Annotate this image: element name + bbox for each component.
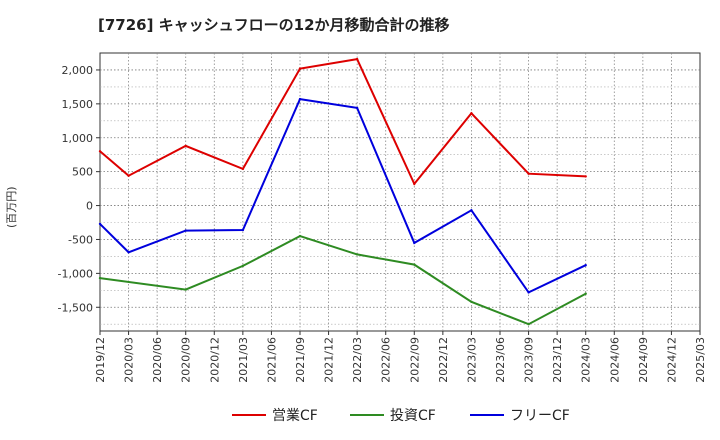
x-tick-label: 2021/06: [265, 337, 278, 383]
data-point: [527, 323, 530, 326]
series-line-営業CF: [99, 57, 586, 186]
data-point: [241, 264, 245, 268]
x-tick-label: 2021/12: [323, 337, 336, 383]
data-point: [298, 234, 302, 238]
x-tick-label: 2022/06: [380, 337, 393, 383]
x-tick-label: 2024/09: [637, 337, 650, 383]
data-point: [298, 67, 302, 70]
x-tick-label: 2023/03: [465, 337, 478, 383]
chart-title: [7726] キャッシュフローの12か月移動合計の推移: [98, 16, 450, 34]
data-point: [470, 300, 473, 303]
legend-label: 営業CF: [272, 408, 318, 424]
data-point: [98, 222, 102, 226]
data-point: [355, 253, 359, 256]
data-point: [184, 144, 187, 148]
data-point: [355, 106, 359, 110]
data-point: [98, 276, 102, 280]
data-point: [413, 241, 416, 245]
x-tick-label: 2022/12: [437, 337, 450, 383]
data-point: [584, 264, 587, 267]
data-point: [470, 112, 473, 115]
x-tick-label: 2020/12: [208, 337, 221, 383]
x-tick-label: 2025/03: [694, 337, 707, 383]
x-tick-label: 2024/03: [580, 337, 593, 383]
x-tick-label: 2021/03: [237, 337, 250, 383]
x-tick-label: 2021/09: [294, 337, 307, 383]
x-tick-label: 2023/09: [523, 337, 536, 383]
legend-label: 投資CF: [390, 408, 436, 424]
data-point: [241, 167, 245, 171]
data-point: [298, 97, 302, 101]
plot-area: [99, 52, 701, 332]
x-tick-label: 2023/12: [551, 337, 564, 383]
y-tick-label: -1,500: [58, 301, 93, 314]
x-tick-label: 2020/06: [151, 337, 164, 383]
y-tick-label: 0: [86, 200, 93, 213]
data-point: [527, 172, 530, 175]
x-tick-label: 2022/03: [351, 337, 364, 383]
data-point: [470, 209, 473, 212]
data-point: [527, 291, 530, 294]
y-tick-label: -500: [68, 233, 93, 246]
data-point: [98, 150, 102, 153]
data-point: [355, 57, 359, 61]
x-tick-label: 2020/03: [123, 337, 136, 383]
data-point: [241, 228, 245, 232]
x-tick-label: 2022/09: [408, 337, 421, 383]
y-tick-label: 500: [72, 166, 93, 179]
data-point: [584, 292, 587, 295]
x-tick-label: 2020/09: [180, 337, 193, 383]
data-point: [184, 229, 187, 232]
y-tick-label: 2,000: [62, 64, 94, 77]
data-point: [127, 251, 130, 254]
y-tick-label: 1,000: [62, 132, 94, 145]
x-tick-label: 2023/06: [494, 337, 507, 383]
y-tick-label: 1,500: [62, 98, 94, 111]
data-point: [127, 174, 130, 177]
x-tick-label: 2024/12: [665, 337, 678, 383]
series-line-フリーCF: [99, 97, 587, 294]
data-point: [413, 182, 416, 186]
legend-label: フリーCF: [510, 408, 570, 424]
data-point: [584, 175, 587, 178]
x-tick-label: 2024/06: [608, 337, 621, 383]
data-point: [413, 263, 416, 266]
data-point: [184, 288, 187, 291]
y-tick-label: -1,000: [58, 267, 93, 280]
x-tick-label: 2019/12: [94, 337, 107, 383]
